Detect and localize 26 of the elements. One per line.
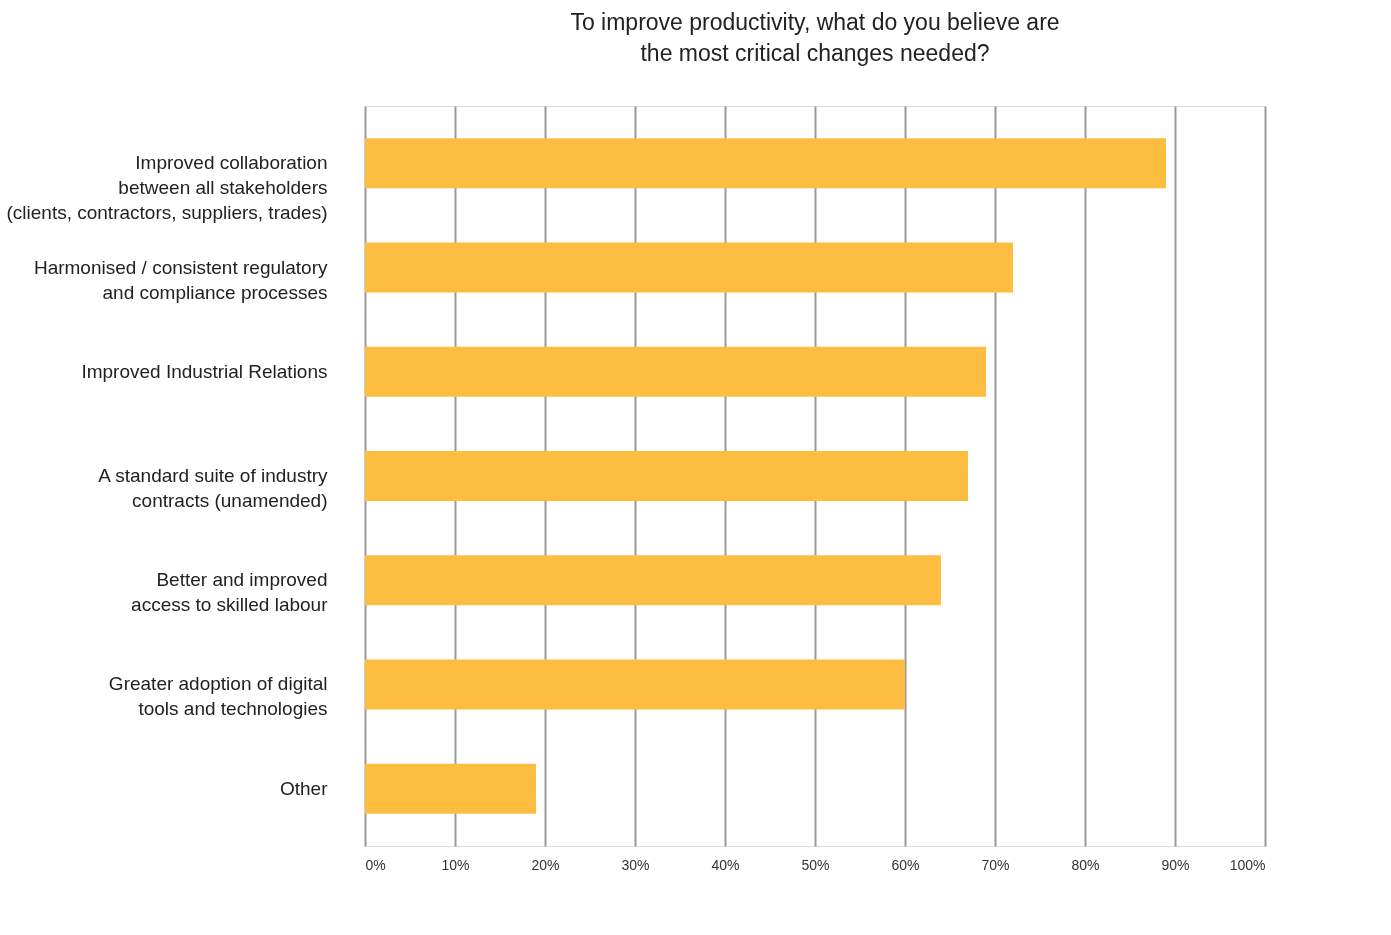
bar (365, 451, 968, 501)
bar (365, 555, 941, 606)
y-tick-label: Improved collaboration between all stakeholders (clients, contractors, suppliers, trades) (6, 152, 328, 224)
x-tick-label: 30% (621, 856, 650, 873)
chart-title: To improve productivity, what do you believe are the most critical changes needed? (570, 9, 1060, 66)
bar (365, 763, 536, 814)
bar (365, 138, 1166, 189)
x-tick-label: 50% (801, 856, 830, 873)
x-tick-label: 0% (365, 856, 386, 873)
y-tick-label: A standard suite of industry contracts (unamended) (98, 465, 328, 511)
y-tick-label: Greater adoption of digital tools and technologies (108, 673, 328, 720)
x-tick-label: 80% (1071, 856, 1100, 873)
x-tick-label: 90% (1161, 856, 1190, 873)
x-tick-label: 70% (981, 856, 1010, 873)
x-tick-label: 60% (891, 856, 920, 873)
x-tick-label: 40% (711, 856, 740, 873)
bar (365, 659, 905, 710)
x-tick-label: 10% (441, 856, 470, 873)
x-tick-label: 100% (1229, 856, 1266, 873)
y-tick-label: Better and improved access to skilled labour (131, 569, 329, 616)
y-tick-label: Harmonised / consistent regulatory and compliance processes (33, 256, 328, 303)
bar (365, 242, 1013, 293)
x-tick-label: 20% (531, 856, 560, 873)
y-tick-label: Other (279, 777, 329, 799)
bar (365, 346, 986, 397)
y-tick-label: Improved Industrial Relations (81, 360, 328, 382)
